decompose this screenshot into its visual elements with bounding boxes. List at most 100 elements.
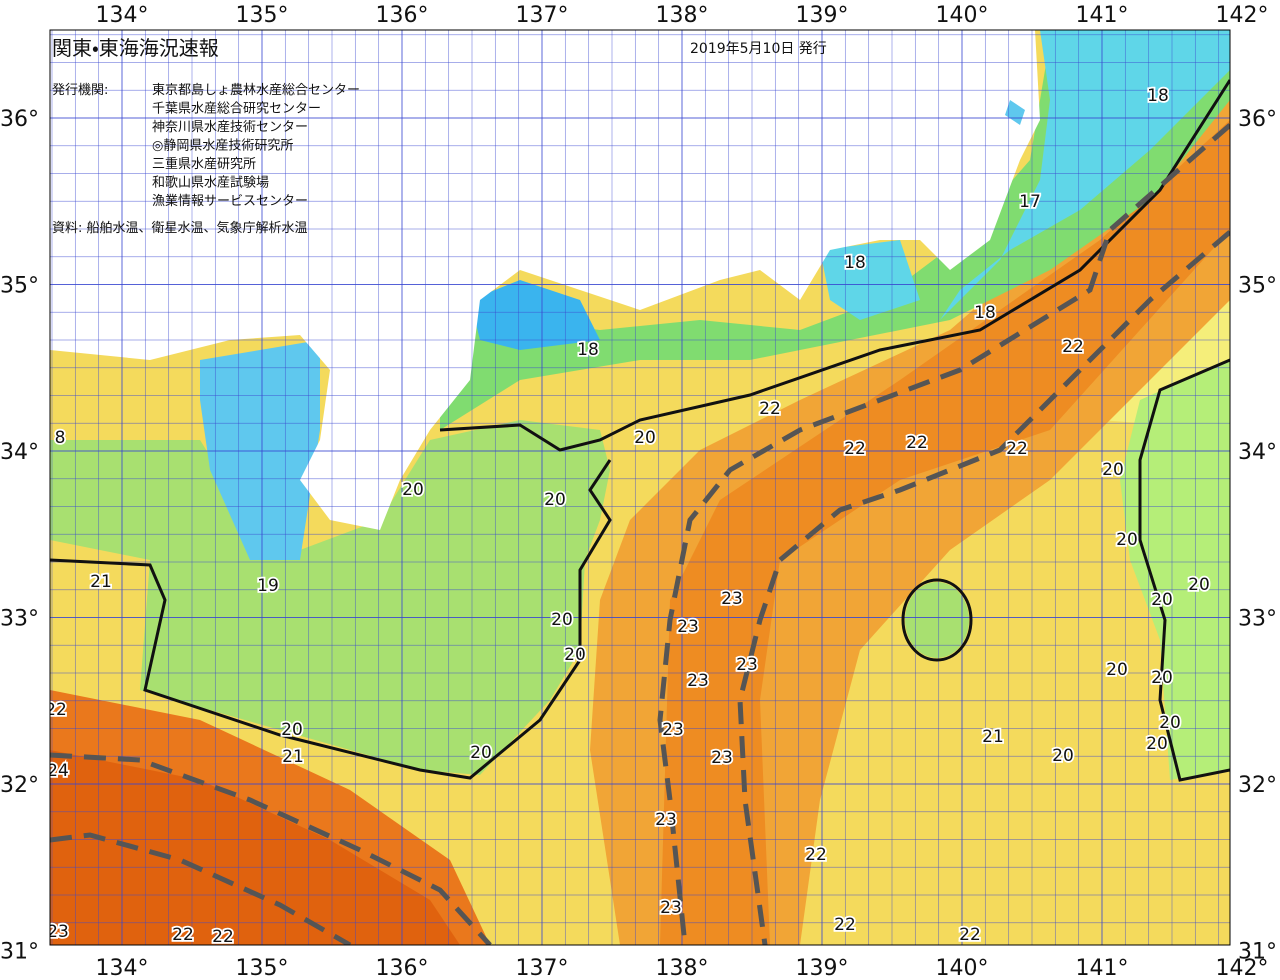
contour-label: 23 bbox=[662, 720, 684, 740]
sea-coastal bbox=[440, 40, 1230, 430]
contour-label: 20 bbox=[470, 743, 492, 763]
sources: 資料: 船舶水温、衛星水温、気象庁解析水温 bbox=[52, 220, 308, 236]
issuer: ◎静岡県水産技術研究所 bbox=[152, 138, 293, 154]
sea-cool bbox=[50, 420, 610, 775]
contour-label: 18 bbox=[577, 340, 599, 360]
contour-label: 22 bbox=[45, 700, 67, 720]
issuer: 漁業情報サービスセンター bbox=[152, 193, 308, 209]
contour-label: 18 bbox=[844, 253, 866, 273]
contour-label: 20 bbox=[281, 720, 303, 740]
lat-tick-label: 33° bbox=[1238, 607, 1277, 632]
land bbox=[50, 30, 1040, 530]
contour-label: 8 bbox=[55, 428, 66, 448]
axis-line bbox=[50, 752, 492, 945]
lat-tick-label: 34° bbox=[0, 440, 39, 465]
contour-label: 24 bbox=[47, 761, 69, 781]
lat-tick-label: 32° bbox=[1238, 773, 1277, 798]
lat-tick-label: 34° bbox=[1238, 440, 1277, 465]
issuers: 東京都島しょ農林水産総合センター千葉県水産総合研究センター神奈川県水産技術センタ… bbox=[152, 82, 360, 209]
issue-date: 2019年5月10日 発行 bbox=[690, 41, 827, 57]
lon-tick-label: 142° bbox=[1216, 3, 1269, 28]
lon-tick-label: 137° bbox=[516, 3, 569, 28]
contour-label: 22 bbox=[759, 399, 781, 419]
contour-label: 20 bbox=[402, 480, 424, 500]
lon-tick-label: 139° bbox=[796, 3, 849, 28]
lon-tick-label: 138° bbox=[656, 956, 709, 980]
contour-label: 22 bbox=[172, 925, 194, 945]
lon-tick-label: 136° bbox=[376, 956, 429, 980]
issuer: 神奈川県水産技術センター bbox=[152, 119, 308, 135]
lat-tick-label: 36° bbox=[1238, 107, 1277, 132]
sea-cold-bay bbox=[200, 340, 320, 560]
contour-label: 20 bbox=[1102, 460, 1124, 480]
lon-tick-label: 140° bbox=[936, 956, 989, 980]
contour-label: 21 bbox=[982, 727, 1004, 747]
lon-tick-label: 137° bbox=[516, 956, 569, 980]
island bbox=[1005, 100, 1025, 125]
contour-label: 22 bbox=[834, 915, 856, 935]
lon-tick-label: 134° bbox=[96, 3, 149, 28]
lat-tick-label: 33° bbox=[0, 607, 39, 632]
lat-tick-label: 35° bbox=[1238, 274, 1277, 299]
contour-label: 23 bbox=[655, 810, 677, 830]
issuer-label: 発行機関: bbox=[52, 83, 108, 98]
sea-cool-eddy bbox=[905, 582, 969, 658]
contour-label: 23 bbox=[711, 748, 733, 768]
axis-line bbox=[657, 123, 1230, 945]
issuer: 和歌山県水産試験場 bbox=[152, 176, 269, 191]
issuer: 東京都島しょ農林水産総合センター bbox=[152, 82, 360, 98]
contour-label: 20 bbox=[1146, 734, 1168, 754]
map-title: 関東・東海海況速報 bbox=[52, 36, 219, 60]
contour-label: 19 bbox=[257, 576, 279, 596]
lon-tick-label: 134° bbox=[96, 956, 149, 980]
lon-tick-label: 135° bbox=[236, 3, 289, 28]
contour-label: 22 bbox=[1062, 337, 1084, 357]
issuer: 三重県水産研究所 bbox=[152, 156, 256, 172]
grid bbox=[50, 30, 1230, 945]
lon-tick-label: 140° bbox=[936, 3, 989, 28]
contour-label: 21 bbox=[282, 747, 304, 767]
lon-tick-label: 142° bbox=[1216, 956, 1269, 980]
map-frame bbox=[49, 29, 1231, 946]
contour-label: 20 bbox=[1052, 746, 1074, 766]
sea-cool-east bbox=[1120, 360, 1230, 780]
contour-label: 22 bbox=[844, 439, 866, 459]
contour-label: 20 bbox=[634, 428, 656, 448]
contour-label: 23 bbox=[721, 589, 743, 609]
contour-line bbox=[1138, 358, 1230, 782]
lon-tick-label: 135° bbox=[236, 956, 289, 980]
contour-label: 22 bbox=[212, 927, 234, 947]
lat-tick-label: 31° bbox=[0, 940, 39, 965]
lat-tick-label: 31° bbox=[1238, 940, 1277, 965]
contour-label: 20 bbox=[544, 490, 566, 510]
sea-kuroshio bbox=[660, 120, 1230, 945]
contour-label: 20 bbox=[1106, 660, 1128, 680]
contour-label: 23 bbox=[687, 671, 709, 691]
lon-tick-label: 139° bbox=[796, 956, 849, 980]
lon-tick-label: 141° bbox=[1076, 956, 1129, 980]
contour-label: 22 bbox=[805, 845, 827, 865]
contour-label: 23 bbox=[677, 617, 699, 637]
contour-line bbox=[901, 578, 973, 662]
contour-label: 22 bbox=[959, 925, 981, 945]
contour-label: 20 bbox=[564, 645, 586, 665]
lon-tick-label: 136° bbox=[376, 3, 429, 28]
lat-tick-label: 36° bbox=[0, 107, 39, 132]
contour-label: 18 bbox=[974, 303, 996, 323]
contour-label: 23 bbox=[660, 898, 682, 918]
contour-label: 22 bbox=[906, 433, 928, 453]
contour-label: 20 bbox=[1116, 530, 1138, 550]
contour-label: 17 bbox=[1019, 192, 1041, 212]
lat-tick-label: 35° bbox=[0, 274, 39, 299]
sea-cold-bay bbox=[470, 280, 600, 350]
contour-label: 20 bbox=[551, 610, 573, 630]
contour-label: 20 bbox=[1151, 668, 1173, 688]
kuroshio-axis bbox=[50, 123, 1230, 945]
contour-line bbox=[50, 459, 612, 780]
lat-tick-label: 32° bbox=[0, 773, 39, 798]
contour-label: 22 bbox=[1006, 439, 1028, 459]
sea-southwest-core bbox=[50, 750, 460, 945]
